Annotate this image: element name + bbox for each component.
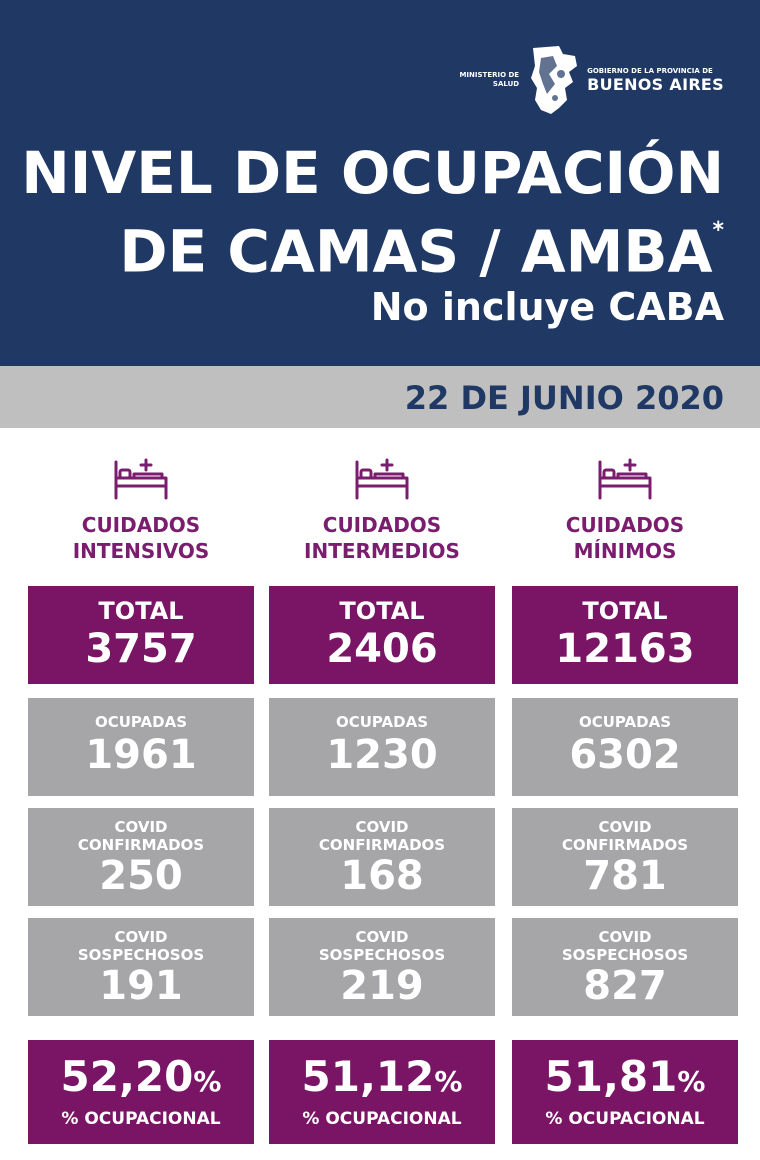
sospechosos-label-line2: SOSPECHOSOS	[318, 946, 446, 964]
report-date: 22 DE JUNIO 2020	[404, 379, 724, 417]
ocupadas-label: OCUPADAS	[335, 713, 429, 731]
gobierno-line1: GOBIERNO DE LA PROVINCIA DE	[587, 67, 713, 75]
date-bar: 22 DE JUNIO 2020	[0, 366, 760, 428]
covid-confirmados-box: COVID CONFIRMADOS 781	[512, 808, 738, 906]
total-label: TOTAL	[582, 597, 668, 625]
column-intensivos: CUIDADOS INTENSIVOS TOTAL 3757 OCUPADAS …	[28, 456, 254, 1144]
category-title: CUIDADOS INTERMEDIOS	[269, 512, 495, 572]
covid-sospechosos-label: COVID SOSPECHOSOS	[28, 918, 254, 964]
porcentaje-sign: %	[677, 1065, 706, 1098]
page-subtitle: No incluye CABA	[370, 285, 724, 329]
porcentaje-ocupacional-box: 51,12% % OCUPACIONAL	[269, 1040, 495, 1144]
sospechosos-label-line1: COVID	[114, 928, 168, 946]
covid-sospechosos-value: 219	[340, 963, 424, 1009]
covid-confirmados-value: 250	[99, 853, 183, 899]
covid-confirmados-box: COVID CONFIRMADOS 168	[269, 808, 495, 906]
total-label: TOTAL	[98, 597, 184, 625]
total-value: 12163	[555, 626, 695, 672]
category-line2: MÍNIMOS	[573, 539, 677, 563]
sospechosos-label-line1: COVID	[598, 928, 652, 946]
covid-sospechosos-box: COVID SOSPECHOSOS 191	[28, 918, 254, 1016]
covid-sospechosos-value: 191	[99, 963, 183, 1009]
page-title-line2-text: DE CAMAS / AMBA	[119, 217, 713, 286]
confirmados-label-line2: CONFIRMADOS	[77, 836, 205, 854]
covid-confirmados-value: 781	[583, 853, 667, 899]
ministerio-line2: SALUD	[492, 80, 520, 88]
category-line1: CUIDADOS	[322, 513, 442, 537]
category-title: CUIDADOS INTENSIVOS	[28, 512, 254, 572]
porcentaje-label: % OCUPACIONAL	[302, 1109, 462, 1129]
title-asterisk: *	[712, 218, 724, 243]
ocupadas-label: OCUPADAS	[578, 713, 672, 731]
gobierno-line2: BUENOS AIRES	[587, 75, 724, 94]
porcentaje-value: 51,81%	[512, 1040, 738, 1107]
gobierno-label: GOBIERNO DE LA PROVINCIA DE BUENOS AIRES	[587, 66, 724, 94]
hospital-bed-icon	[355, 458, 409, 500]
porcentaje-value: 52,20%	[28, 1040, 254, 1107]
header-banner: MINISTERIO DE SALUD GOBIERNO DE LA PROVI…	[0, 0, 760, 366]
porcentaje-label: % OCUPACIONAL	[61, 1109, 221, 1129]
covid-confirmados-label: COVID CONFIRMADOS	[512, 808, 738, 854]
ministerio-line1: MINISTERIO DE	[459, 71, 520, 79]
ocupadas-box: OCUPADAS 1230	[269, 698, 495, 796]
porcentaje-sign: %	[434, 1065, 463, 1098]
covid-confirmados-label: COVID CONFIRMADOS	[269, 808, 495, 854]
porcentaje-ocupacional-box: 52,20% % OCUPACIONAL	[28, 1040, 254, 1144]
covid-sospechosos-box: COVID SOSPECHOSOS 219	[269, 918, 495, 1016]
ocupadas-box: OCUPADAS 1961	[28, 698, 254, 796]
confirmados-label-line2: CONFIRMADOS	[318, 836, 446, 854]
covid-confirmados-value: 168	[340, 853, 424, 899]
porcentaje-number: 51,12	[301, 1052, 435, 1101]
covid-sospechosos-label: COVID SOSPECHOSOS	[512, 918, 738, 964]
category-line1: CUIDADOS	[565, 513, 685, 537]
page-title-line1: NIVEL DE OCUPACIÓN	[21, 139, 724, 207]
ocupadas-box: OCUPADAS 6302	[512, 698, 738, 796]
government-logo: MINISTERIO DE SALUD GOBIERNO DE LA PROVI…	[457, 44, 724, 116]
category-line1: CUIDADOS	[81, 513, 201, 537]
category-line2: INTENSIVOS	[72, 539, 210, 563]
page-title-line2: DE CAMAS / AMBA*	[119, 212, 724, 284]
porcentaje-number: 51,81	[544, 1052, 678, 1101]
hospital-bed-icon	[114, 458, 168, 500]
category-line2: INTERMEDIOS	[304, 539, 460, 563]
buenos-aires-map-icon	[531, 46, 578, 114]
covid-sospechosos-label: COVID SOSPECHOSOS	[269, 918, 495, 964]
confirmados-label-line2: CONFIRMADOS	[561, 836, 689, 854]
porcentaje-number: 52,20	[60, 1052, 194, 1101]
category-title: CUIDADOS MÍNIMOS	[512, 512, 738, 572]
confirmados-label-line1: COVID	[355, 818, 409, 836]
total-value: 3757	[85, 626, 197, 672]
confirmados-label-line1: COVID	[114, 818, 168, 836]
total-value: 2406	[326, 626, 438, 672]
column-intermedios: CUIDADOS INTERMEDIOS TOTAL 2406 OCUPADAS…	[269, 456, 495, 1144]
porcentaje-sign: %	[193, 1065, 222, 1098]
column-minimos: CUIDADOS MÍNIMOS TOTAL 12163 OCUPADAS 63…	[512, 456, 738, 1144]
total-box: TOTAL 2406	[269, 586, 495, 684]
ocupadas-value: 1230	[326, 732, 438, 778]
hospital-bed-icon	[598, 458, 652, 500]
covid-sospechosos-value: 827	[583, 963, 667, 1009]
ocupadas-label: OCUPADAS	[94, 713, 188, 731]
sospechosos-label-line2: SOSPECHOSOS	[77, 946, 205, 964]
ministerio-label: MINISTERIO DE SALUD	[457, 71, 519, 89]
confirmados-label-line1: COVID	[598, 818, 652, 836]
covid-sospechosos-box: COVID SOSPECHOSOS 827	[512, 918, 738, 1016]
porcentaje-ocupacional-box: 51,81% % OCUPACIONAL	[512, 1040, 738, 1144]
sospechosos-label-line2: SOSPECHOSOS	[561, 946, 689, 964]
total-label: TOTAL	[339, 597, 425, 625]
covid-confirmados-box: COVID CONFIRMADOS 250	[28, 808, 254, 906]
covid-confirmados-label: COVID CONFIRMADOS	[28, 808, 254, 854]
total-box: TOTAL 3757	[28, 586, 254, 684]
porcentaje-value: 51,12%	[269, 1040, 495, 1107]
ocupadas-value: 6302	[569, 732, 681, 778]
ocupadas-value: 1961	[85, 732, 197, 778]
porcentaje-label: % OCUPACIONAL	[545, 1109, 705, 1129]
sospechosos-label-line1: COVID	[355, 928, 409, 946]
total-box: TOTAL 12163	[512, 586, 738, 684]
